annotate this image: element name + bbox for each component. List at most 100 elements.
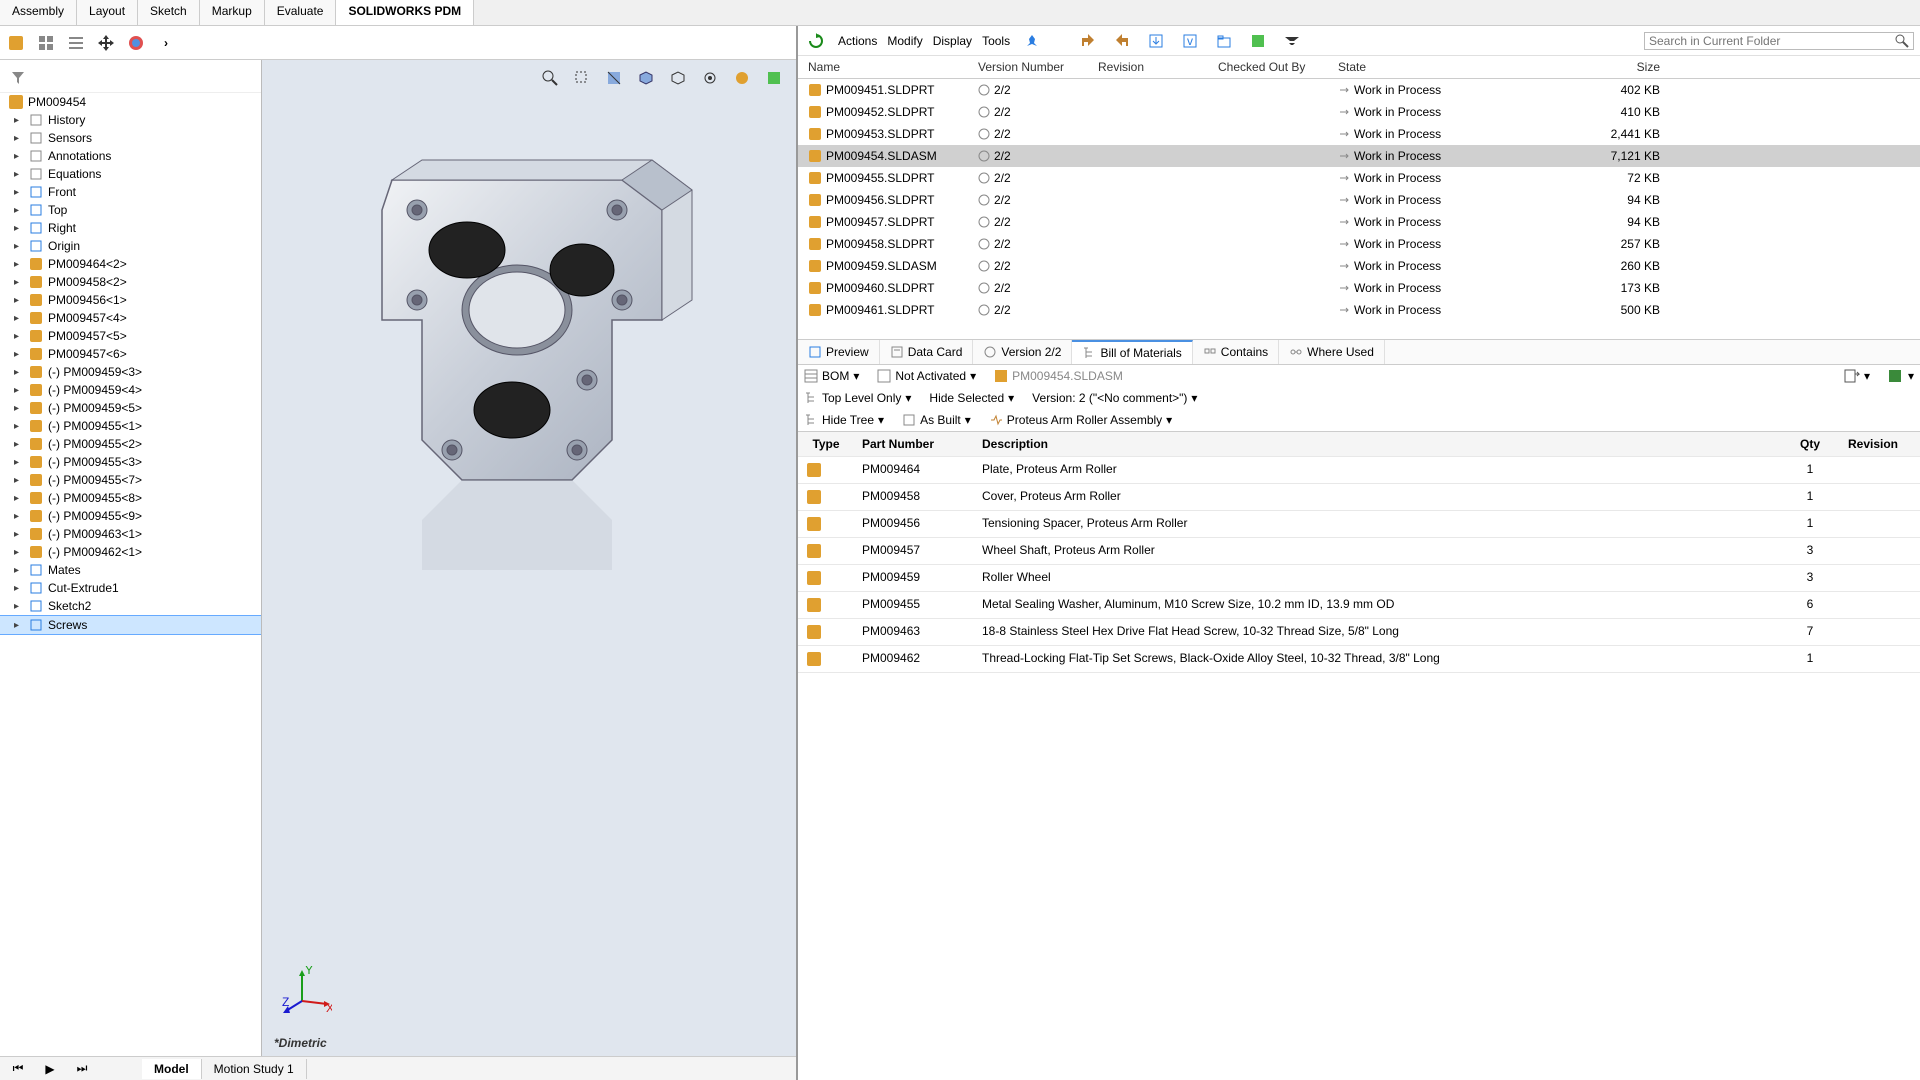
refresh-icon[interactable] [804, 29, 828, 53]
bom-col-desc[interactable]: Description [974, 432, 1780, 456]
file-row[interactable]: PM009459.SLDASM2/2Work in Process260 KB [798, 255, 1920, 277]
tree-item[interactable]: ▸PM009456<1> [0, 291, 261, 309]
pdm-menu[interactable]: Tools [982, 34, 1010, 48]
tree-root[interactable]: PM009454 [0, 93, 261, 111]
tree-item[interactable]: ▸Equations [0, 165, 261, 183]
view-orient-icon[interactable] [634, 66, 658, 90]
col-name[interactable]: Name [804, 58, 974, 76]
info-tab[interactable]: Where Used [1279, 340, 1385, 364]
tree-item[interactable]: ▸Screws [0, 615, 261, 635]
col-co[interactable]: Checked Out By [1214, 58, 1334, 76]
bom-col-pn[interactable]: Part Number [854, 432, 974, 456]
checkout-icon[interactable] [1076, 29, 1100, 53]
info-tab[interactable]: Version 2/2 [973, 340, 1072, 364]
filter-dropdown-icon[interactable] [1280, 29, 1304, 53]
info-tab[interactable]: Preview [798, 340, 880, 364]
tree-item[interactable]: ▸Right [0, 219, 261, 237]
bom-save-icon[interactable]: ▾ [1888, 369, 1914, 383]
bom-row[interactable]: PM009464Plate, Proteus Arm Roller1 [798, 457, 1920, 484]
checkin-icon[interactable] [1110, 29, 1134, 53]
activated-dropdown[interactable]: Not Activated ▾ [877, 369, 976, 383]
tree-item[interactable]: ▸PM009458<2> [0, 273, 261, 291]
config-dropdown[interactable]: Proteus Arm Roller Assembly ▾ [989, 413, 1172, 427]
properties-icon[interactable] [1246, 29, 1270, 53]
viewport-3d[interactable]: Y X Z *Dimetric [262, 60, 796, 1056]
tree-item[interactable]: ▸Cut-Extrude1 [0, 579, 261, 597]
assembly-icon[interactable] [4, 31, 28, 55]
hide-show-icon[interactable] [698, 66, 722, 90]
display-style-icon[interactable] [666, 66, 690, 90]
col-ver[interactable]: Version Number [974, 58, 1094, 76]
bom-row[interactable]: PM009456Tensioning Spacer, Proteus Arm R… [798, 511, 1920, 538]
filter-icon[interactable] [6, 66, 30, 90]
tree-dropdown[interactable]: Hide Tree ▾ [804, 413, 884, 427]
version-dropdown[interactable]: Version: 2 ("<No comment>") ▾ [1032, 391, 1197, 405]
bom-row[interactable]: PM009458Cover, Proteus Arm Roller1 [798, 484, 1920, 511]
bottom-tab[interactable]: Motion Study 1 [202, 1059, 307, 1079]
tree-item[interactable]: ▸Top [0, 201, 261, 219]
col-size[interactable]: Size [1554, 58, 1664, 76]
tree-item[interactable]: ▸History [0, 111, 261, 129]
list-icon[interactable] [64, 31, 88, 55]
bom-row[interactable]: PM009457Wheel Shaft, Proteus Arm Roller3 [798, 538, 1920, 565]
footer-play-icon[interactable]: ▶ [38, 1057, 62, 1080]
file-row[interactable]: PM009451.SLDPRT2/2Work in Process402 KB [798, 79, 1920, 101]
top-tab[interactable]: Evaluate [265, 0, 337, 25]
built-dropdown[interactable]: As Built ▾ [902, 413, 971, 427]
tree-item[interactable]: ▸PM009457<6> [0, 345, 261, 363]
top-tab[interactable]: Sketch [138, 0, 200, 25]
zoom-area-icon[interactable] [570, 66, 594, 90]
tree-item[interactable]: ▸(-) PM009462<1> [0, 543, 261, 561]
tree-item[interactable]: ▸PM009464<2> [0, 255, 261, 273]
grid-icon[interactable] [34, 31, 58, 55]
bom-col-rev[interactable]: Revision [1840, 432, 1920, 456]
file-row[interactable]: PM009456.SLDPRT2/2Work in Process94 KB [798, 189, 1920, 211]
get-latest-icon[interactable] [1144, 29, 1168, 53]
top-tab[interactable]: Markup [200, 0, 265, 25]
pdm-menu[interactable]: Display [933, 34, 972, 48]
pin-icon[interactable] [1020, 29, 1044, 53]
info-tab[interactable]: Bill of Materials [1072, 340, 1192, 364]
tree-item[interactable]: ▸Sketch2 [0, 597, 261, 615]
file-row[interactable]: PM009458.SLDPRT2/2Work in Process257 KB [798, 233, 1920, 255]
tree-item[interactable]: ▸(-) PM009463<1> [0, 525, 261, 543]
pdm-menu[interactable]: Modify [887, 34, 922, 48]
file-row[interactable]: PM009461.SLDPRT2/2Work in Process500 KB [798, 299, 1920, 321]
tree-item[interactable]: ▸(-) PM009459<3> [0, 363, 261, 381]
tree-item[interactable]: ▸(-) PM009455<2> [0, 435, 261, 453]
tree-item[interactable]: ▸Mates [0, 561, 261, 579]
tree-item[interactable]: ▸PM009457<4> [0, 309, 261, 327]
bottom-tab[interactable]: Model [142, 1059, 202, 1079]
file-row[interactable]: PM009457.SLDPRT2/2Work in Process94 KB [798, 211, 1920, 233]
footer-prev-icon[interactable]: ⏮ [6, 1057, 30, 1080]
file-row[interactable]: PM009453.SLDPRT2/2Work in Process2,441 K… [798, 123, 1920, 145]
bom-row[interactable]: PM009459Roller Wheel3 [798, 565, 1920, 592]
hide-dropdown[interactable]: Hide Selected ▾ [929, 391, 1014, 405]
info-tab[interactable]: Data Card [880, 340, 974, 364]
tree-item[interactable]: ▸Front [0, 183, 261, 201]
tree-item[interactable]: ▸(-) PM009459<5> [0, 399, 261, 417]
tree-item[interactable]: ▸Sensors [0, 129, 261, 147]
chevron-right-icon[interactable]: › [154, 31, 178, 55]
bom-col-type[interactable]: Type [798, 432, 854, 456]
tree-item[interactable]: ▸(-) PM009455<1> [0, 417, 261, 435]
file-row[interactable]: PM009460.SLDPRT2/2Work in Process173 KB [798, 277, 1920, 299]
tree-item[interactable]: ▸(-) PM009459<4> [0, 381, 261, 399]
tree-item[interactable]: ▸(-) PM009455<7> [0, 471, 261, 489]
file-row[interactable]: PM009455.SLDPRT2/2Work in Process72 KB [798, 167, 1920, 189]
tree-item[interactable]: ▸(-) PM009455<8> [0, 489, 261, 507]
pdm-menu[interactable]: Actions [838, 34, 877, 48]
info-tab[interactable]: Contains [1193, 340, 1279, 364]
top-tab[interactable]: Assembly [0, 0, 77, 25]
tree-item[interactable]: ▸PM009457<5> [0, 327, 261, 345]
tree-item[interactable]: ▸(-) PM009455<9> [0, 507, 261, 525]
pdm-search-input[interactable] [1649, 34, 1895, 48]
top-tab[interactable]: Layout [77, 0, 138, 25]
file-row[interactable]: PM009452.SLDPRT2/2Work in Process410 KB [798, 101, 1920, 123]
edit-appearance-icon[interactable] [730, 66, 754, 90]
zoom-fit-icon[interactable] [538, 66, 562, 90]
tree-item[interactable]: ▸Origin [0, 237, 261, 255]
level-dropdown[interactable]: Top Level Only ▾ [804, 391, 911, 405]
bom-row[interactable]: PM009455Metal Sealing Washer, Aluminum, … [798, 592, 1920, 619]
pdm-search[interactable] [1644, 32, 1914, 50]
